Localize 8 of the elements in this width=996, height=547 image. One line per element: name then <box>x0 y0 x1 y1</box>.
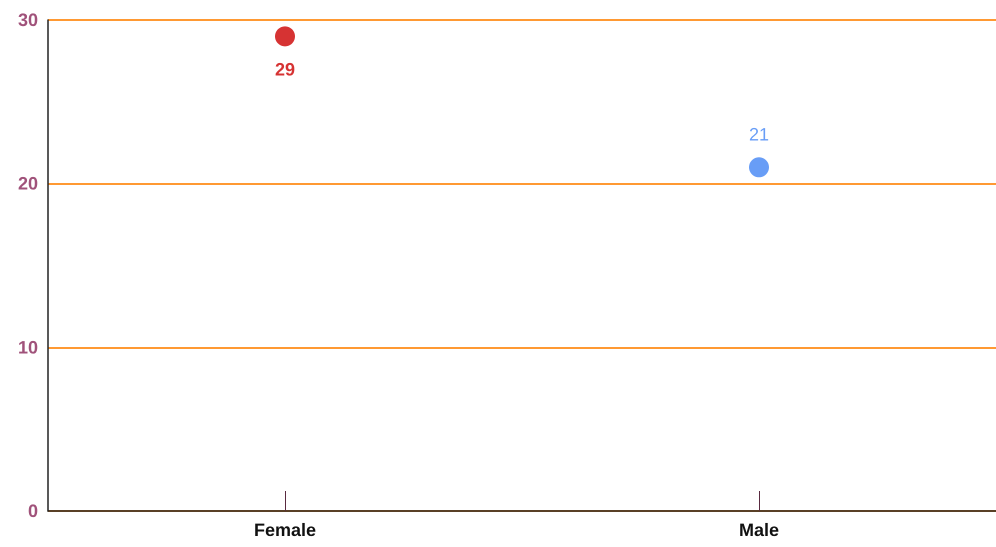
y-tick-label: 20 <box>18 174 38 194</box>
x-tick-label: Female <box>254 520 316 540</box>
data-label: 21 <box>748 124 770 144</box>
data-label: 29 <box>274 59 296 80</box>
y-tick-label: 0 <box>28 501 38 521</box>
y-tick-label: 30 <box>18 10 38 30</box>
x-tick-label: Male <box>738 520 780 540</box>
y-tick-label: 10 <box>18 337 38 358</box>
